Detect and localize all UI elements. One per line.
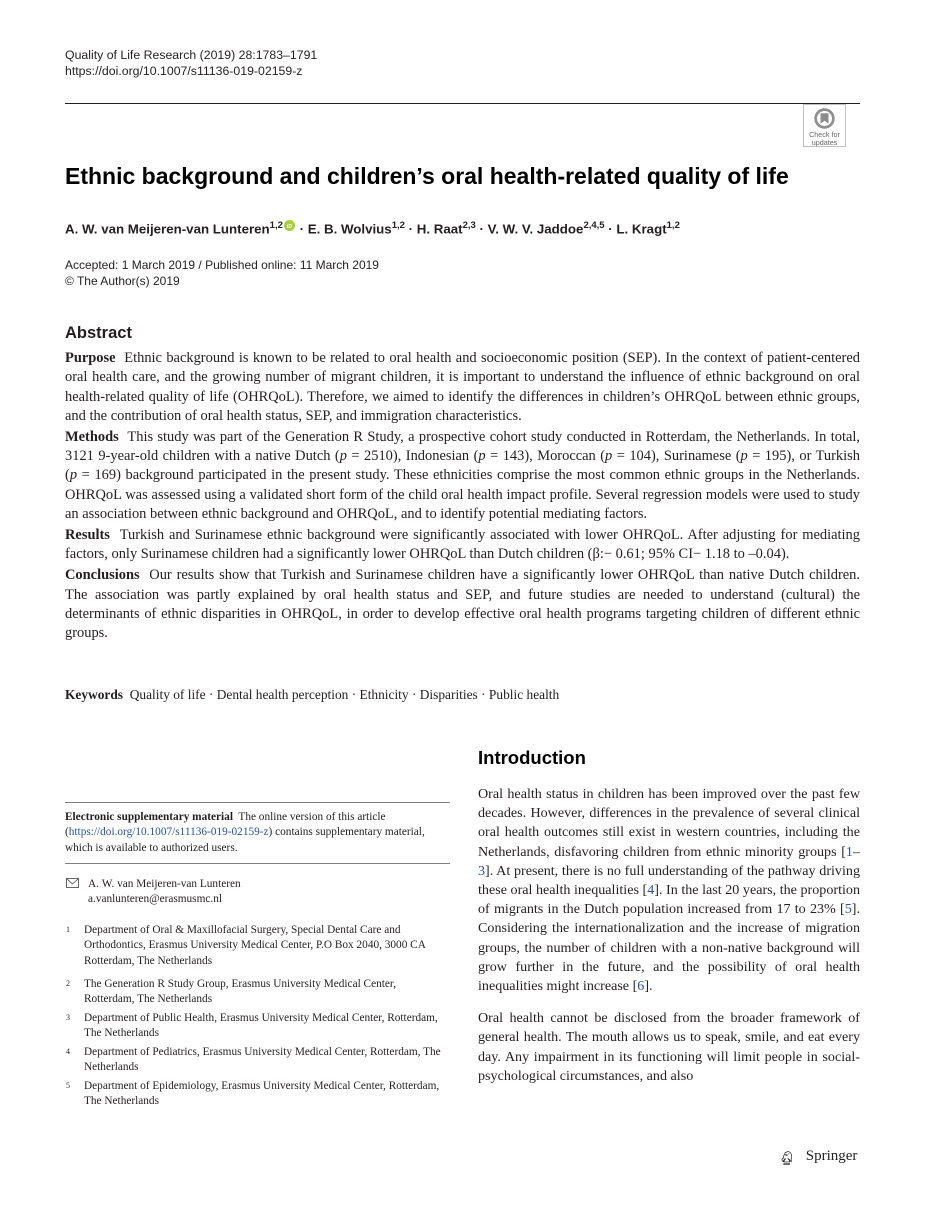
svg-text:iD: iD [287,224,292,230]
